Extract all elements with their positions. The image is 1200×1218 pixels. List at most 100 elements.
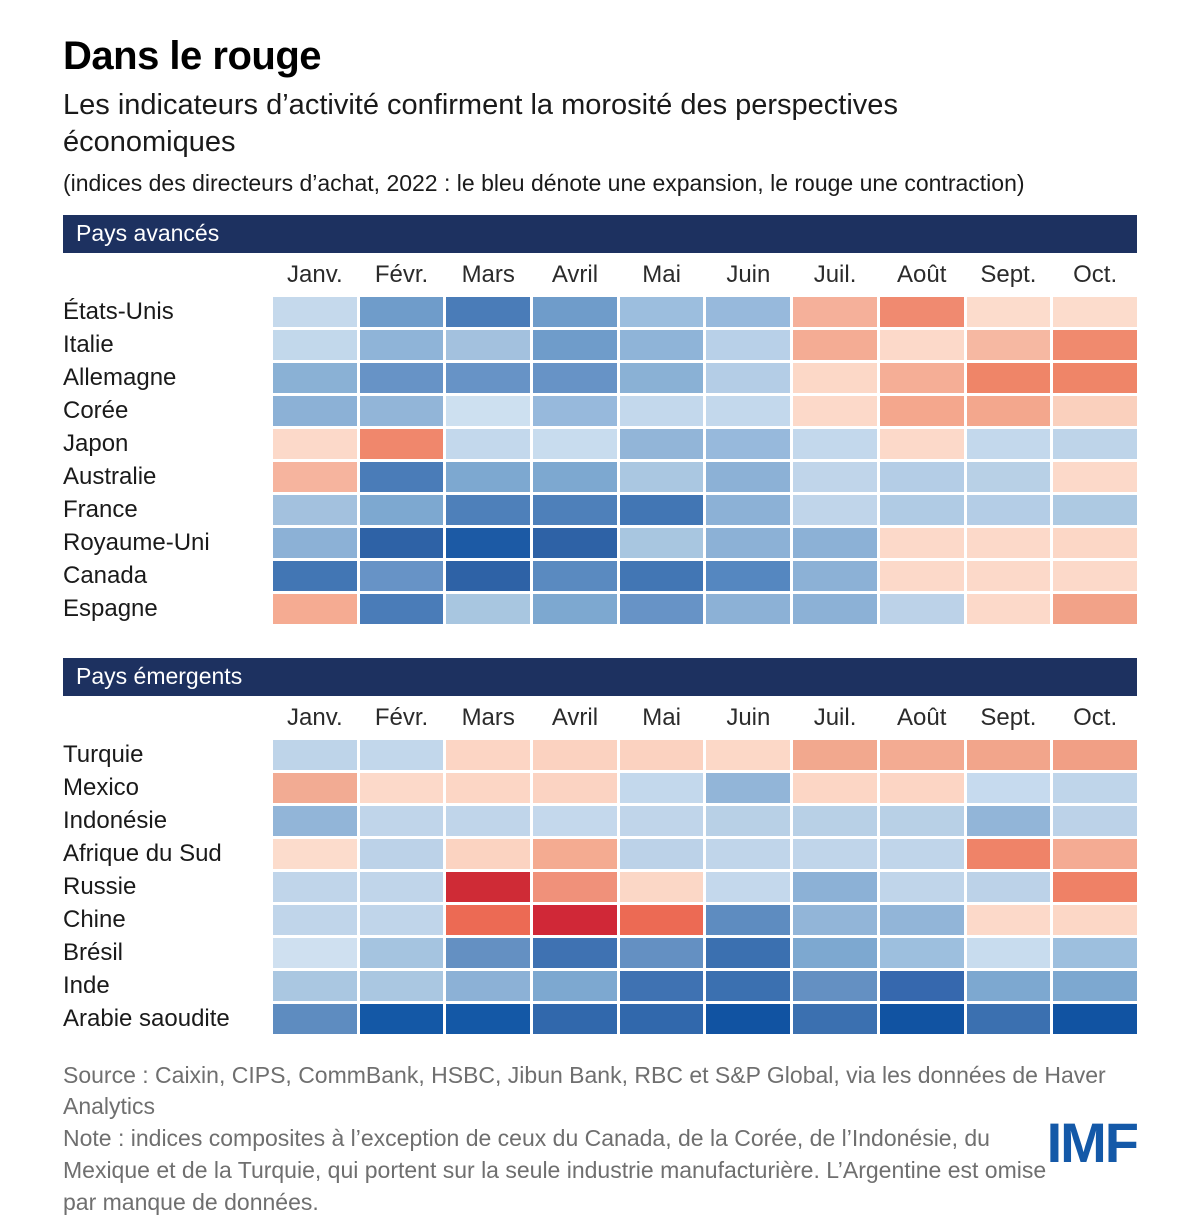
heatmap-cell (706, 527, 791, 558)
heatmap-cell (706, 970, 791, 1001)
heatmap-cell (359, 937, 444, 968)
heatmap-cell (706, 362, 791, 393)
heatmap-cell (966, 494, 1051, 525)
heatmap-cell (533, 527, 617, 558)
heatmap-cell (706, 593, 791, 624)
heatmap-cell (1053, 395, 1137, 426)
heatmap-cell (619, 739, 704, 770)
month-label: Août (897, 703, 947, 731)
month-label: Févr. (374, 260, 429, 288)
month-label: Févr. (374, 703, 429, 731)
heatmap-cell (879, 494, 964, 525)
month-label: Août (897, 260, 947, 288)
heatmap-cell (966, 296, 1051, 327)
heatmap-cell (533, 970, 617, 1001)
heatmap-cell (359, 805, 444, 836)
heatmap-cell (966, 527, 1051, 558)
heatmap-cell (273, 838, 357, 869)
heatmap-cell (793, 362, 877, 393)
heatmap-cell (966, 970, 1051, 1001)
panel-emerging-economies: Pays émergents Janv. Févr. Mars Avril Mai Jui… (63, 657, 1137, 1034)
heatmap-cell (533, 593, 617, 624)
heatmap-cell (879, 362, 964, 393)
heatmap-cell (793, 593, 877, 624)
heatmap-cell (706, 329, 791, 360)
heatmap-cell (966, 739, 1051, 770)
month-label: Mars (461, 260, 515, 288)
month-header-row: Janv. Févr. Mars Avril Mai Juin Juil. Août Sept.… (63, 696, 1137, 740)
heatmap-cell (706, 428, 791, 459)
heatmap-cell (533, 494, 617, 525)
heatmap-cell (619, 362, 704, 393)
row-label: France (63, 495, 138, 523)
heatmap-cell (1053, 871, 1137, 902)
heatmap-cell (1053, 1003, 1137, 1034)
panel-title: Pays émergents (76, 663, 243, 690)
heatmap-cell (359, 428, 444, 459)
heatmap-cell (706, 1003, 791, 1034)
heatmap-cell (446, 362, 531, 393)
heatmap-cell (879, 871, 964, 902)
heatmap-cell (619, 805, 704, 836)
heatmap-cell (446, 329, 531, 360)
month-label: Juil. (813, 260, 857, 288)
heatmap-cell (446, 494, 531, 525)
heatmap-cell (446, 593, 531, 624)
heatmap-cell (1053, 970, 1137, 1001)
heatmap-cell (446, 296, 531, 327)
heatmap-cell (359, 494, 444, 525)
heatmap-cell (966, 937, 1051, 968)
heatmap-cell (273, 739, 357, 770)
heatmap-cell (706, 904, 791, 935)
heatmap-cell (273, 871, 357, 902)
row-label: Corée (63, 396, 129, 424)
heatmap-cell (446, 937, 531, 968)
heatmap-cell (273, 461, 357, 492)
heatmap-cell (619, 970, 704, 1001)
heatmap-cell (793, 428, 877, 459)
heatmap-cell (966, 362, 1051, 393)
page-subtitle: Les indicateurs d’activité confirment la… (63, 89, 898, 158)
heatmap-cell (1053, 937, 1137, 968)
heatmap-cell (533, 805, 617, 836)
heatmap-cell (879, 772, 964, 803)
heatmap-cell (273, 937, 357, 968)
heatmap-cell (446, 395, 531, 426)
heatmap-cell (446, 461, 531, 492)
heatmap-cell (533, 461, 617, 492)
heatmap-cell (706, 296, 791, 327)
heatmap-cell (706, 494, 791, 525)
heatmap-cell (446, 838, 531, 869)
heatmap-cell (879, 838, 964, 869)
month-label: Avril (551, 703, 599, 731)
heatmap-cell (273, 805, 357, 836)
heatmap-cell (533, 838, 617, 869)
heatmap-cell (1053, 805, 1137, 836)
row-label: Inde (63, 971, 110, 999)
heatmap-cell (359, 296, 444, 327)
heatmap-cell (619, 838, 704, 869)
month-label: Oct. (1073, 703, 1118, 731)
month-label: Janv. (287, 703, 343, 731)
heatmap-cell (273, 772, 357, 803)
note-text: Note : indices composites à l’exception … (63, 1125, 1047, 1215)
heatmap-cell (793, 970, 877, 1001)
heatmap-cell (446, 805, 531, 836)
heatmap-cell (446, 1003, 531, 1034)
heatmap-cell (359, 527, 444, 558)
row-label: Canada (63, 561, 148, 589)
heatmap-cell (793, 937, 877, 968)
heatmap-cell (879, 296, 964, 327)
month-label: Avril (551, 260, 599, 288)
month-label: Janv. (287, 260, 343, 288)
heatmap-cell (619, 904, 704, 935)
heatmap-cell (706, 461, 791, 492)
heatmap-cell (1053, 362, 1137, 393)
heatmap-cell (619, 494, 704, 525)
heatmap-cell (879, 461, 964, 492)
heatmap-cell (533, 739, 617, 770)
month-label: Juin (726, 260, 771, 288)
heatmap-cell (619, 871, 704, 902)
heatmap-cell (966, 395, 1051, 426)
heatmap-cell (1053, 772, 1137, 803)
